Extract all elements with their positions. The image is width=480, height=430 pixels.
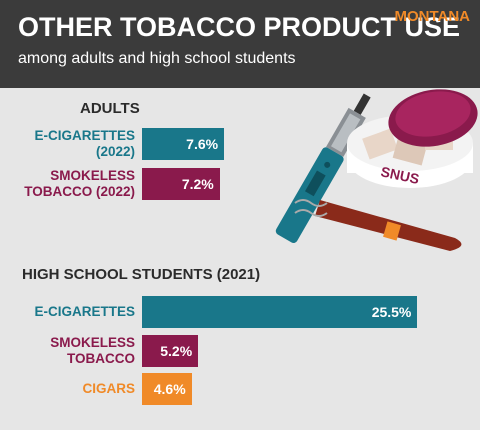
bar: [142, 373, 192, 405]
title: OTHER TOBACCO PRODUCT USE: [18, 12, 461, 42]
category-label: CIGARS: [82, 381, 135, 396]
bar: [142, 128, 225, 160]
header: [0, 0, 480, 88]
bar: [142, 334, 199, 367]
cigar: [294, 199, 462, 251]
group-title: HIGH SCHOOL STUDENTS (2021): [22, 266, 261, 283]
illustration: SNUS: [275, 89, 478, 251]
state-label: MONTANA: [394, 8, 470, 25]
value-label: 25.5%: [371, 304, 412, 320]
bar: [142, 168, 220, 200]
value-label: 7.6%: [186, 136, 219, 152]
tin-label: SNUS: [379, 163, 420, 187]
vape-pen: [275, 93, 371, 243]
category-label: SMOKELESS TOBACCO: [50, 334, 135, 366]
value-label: 5.2%: [160, 342, 193, 359]
value-label: 7.2%: [181, 176, 214, 192]
bar: [142, 296, 418, 328]
category-label: E-CIGARETTES (2022): [34, 128, 135, 159]
group-title: ADULTS: [80, 100, 140, 117]
category-label: E-CIGARETTES: [34, 304, 135, 319]
value-label: 4.6%: [153, 381, 186, 397]
category-label: SMOKELESS TOBACCO (2022): [24, 168, 135, 199]
snus-tin: SNUS: [347, 89, 478, 188]
subtitle: among adults and high school students: [18, 50, 296, 67]
